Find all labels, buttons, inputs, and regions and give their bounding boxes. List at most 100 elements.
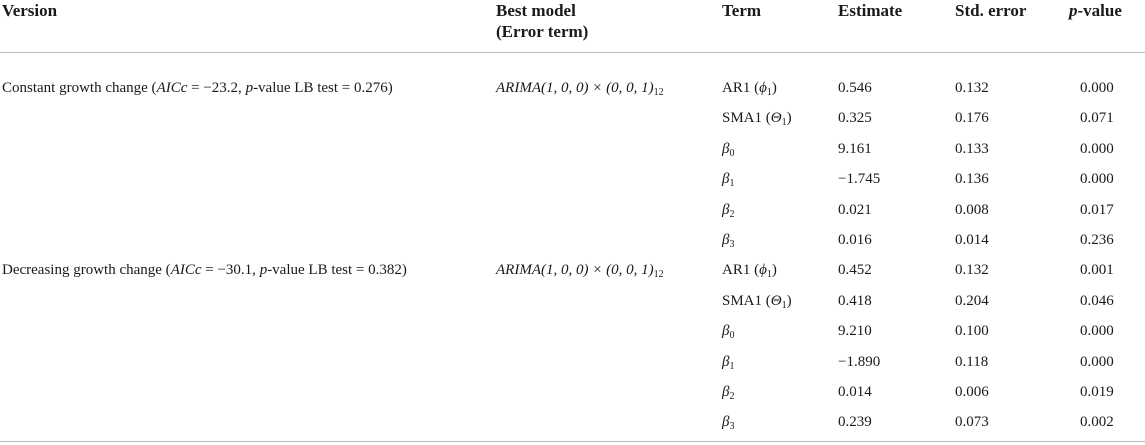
p-value-cell: 0.000: [1080, 322, 1114, 340]
estimate-cell: 0.452: [838, 261, 872, 279]
term-sub: 1: [766, 87, 772, 98]
estimate: 0.016: [838, 232, 872, 248]
p-value: 0.017: [1080, 201, 1114, 218]
std-error: 0.118: [955, 353, 989, 370]
header-p: p: [1069, 1, 1078, 20]
term-sub: 2: [729, 391, 735, 402]
p-value-cell: 0.001: [1080, 261, 1114, 279]
estimate-cell: 9.210: [838, 322, 872, 340]
term: β3: [722, 231, 735, 250]
estimate: 0.325: [838, 110, 872, 127]
estimate: 0.239: [838, 414, 872, 431]
version-part: Decreasing growth change (: [2, 262, 171, 279]
term-symbol: Θ: [770, 292, 782, 309]
term-sub: 1: [729, 178, 735, 190]
term-sub: 1: [729, 360, 735, 372]
std-error-cell: 0.133: [955, 140, 989, 158]
term: AR1 (ϕ1): [722, 261, 777, 280]
term: β2: [722, 383, 735, 402]
p-value-cell: 0.019: [1080, 383, 1114, 401]
term-sub: 0: [729, 147, 735, 159]
std-error: 0.073: [955, 414, 989, 431]
estimate: 9.161: [838, 140, 872, 157]
term: SMA1 (Θ1): [722, 109, 792, 129]
estimate: 0.546: [838, 80, 872, 96]
version-part: = −30.1,: [201, 262, 260, 279]
term-pre: SMA1 (: [722, 292, 771, 309]
estimate: −1.745: [838, 171, 881, 188]
term-symbol: β: [722, 384, 730, 400]
p-value: 0.000: [1080, 80, 1114, 96]
header-line: (Error term): [496, 22, 589, 41]
model-name: ARIMA: [496, 80, 541, 96]
p-value-cell: 0.002: [1080, 413, 1114, 431]
header-estimate: Estimate: [838, 1, 903, 20]
std-error-cell: 0.100: [955, 322, 989, 340]
version: Constant growth change (AICc = −23.2, p-…: [2, 79, 393, 97]
version-part: -value LB test = 0.382): [267, 262, 407, 279]
term-pre: AR1 (: [722, 262, 760, 279]
estimate: −1.890: [838, 353, 881, 370]
term-symbol: ϕ: [759, 80, 767, 96]
term-symbol: β: [722, 201, 730, 218]
model: ARIMA(1, 0, 0) × (0, 0, 1)12: [496, 79, 664, 98]
term-symbol: Θ: [770, 110, 782, 127]
model-orders: (1, 0, 0) × (0, 0, 1): [540, 262, 654, 279]
model-season: 12: [653, 87, 664, 98]
std-error-cell: 0.136: [955, 170, 989, 188]
p-value-cell: 0.000: [1080, 170, 1114, 188]
term-post: ): [786, 292, 792, 309]
p-value-cell: 0.000: [1080, 353, 1114, 371]
model-season: 12: [653, 269, 664, 281]
term-post: ): [771, 262, 777, 279]
std-error-cell: 0.014: [955, 231, 989, 249]
term-symbol: β: [722, 323, 730, 340]
header-best-model: Best model (Error term): [496, 0, 588, 42]
estimate-cell: 0.325: [838, 109, 872, 127]
header-p-value: p-value: [1069, 0, 1122, 21]
header-line: Best model: [496, 1, 576, 20]
p-value: 0.071: [1080, 110, 1114, 127]
term-sub: 3: [729, 421, 735, 433]
term-post: ): [786, 110, 792, 127]
std-error-cell: 0.132: [955, 79, 989, 97]
term-post: ): [771, 80, 777, 96]
std-error: 0.100: [955, 323, 989, 340]
term-symbol: β: [722, 414, 730, 431]
p-value-cell: 0.000: [1080, 79, 1114, 97]
model-name: ARIMA: [496, 262, 541, 279]
estimate-cell: −1.890: [838, 353, 880, 371]
version-part: -value LB test = 0.276): [253, 80, 393, 96]
std-error-cell: 0.008: [955, 201, 989, 219]
term: β1: [722, 170, 735, 190]
term-sub: 3: [729, 239, 735, 250]
term-sub: 1: [781, 117, 787, 129]
p-value: 0.019: [1080, 384, 1114, 400]
std-error: 0.014: [955, 232, 989, 248]
version-part: = −23.2,: [187, 80, 246, 96]
std-error: 0.176: [955, 110, 989, 127]
std-error-cell: 0.204: [955, 292, 989, 310]
p-value-cell: 0.046: [1080, 292, 1114, 310]
term: β2: [722, 201, 734, 220]
term-pre: AR1 (: [722, 80, 760, 96]
std-error: 0.006: [955, 384, 989, 400]
p-value: 0.002: [1080, 414, 1114, 431]
term-sub: 0: [729, 330, 735, 342]
estimate: 0.021: [838, 201, 872, 218]
std-error-cell: 0.006: [955, 383, 989, 401]
term: β0: [722, 140, 735, 159]
estimate-cell: 9.161: [838, 140, 872, 158]
term-symbol: β: [722, 232, 730, 248]
estimate-cell: 0.546: [838, 79, 872, 97]
std-error: 0.136: [955, 171, 989, 188]
p-value-cell: 0.236: [1080, 231, 1114, 249]
estimate-cell: 0.239: [838, 413, 872, 431]
estimate: 9.210: [838, 323, 872, 340]
model: ARIMA(1, 0, 0) × (0, 0, 1)12: [496, 261, 664, 281]
header-p-rest: -value: [1077, 1, 1122, 20]
term-symbol: β: [722, 140, 730, 157]
std-error-cell: 0.073: [955, 413, 989, 431]
estimate-cell: 0.016: [838, 231, 872, 249]
